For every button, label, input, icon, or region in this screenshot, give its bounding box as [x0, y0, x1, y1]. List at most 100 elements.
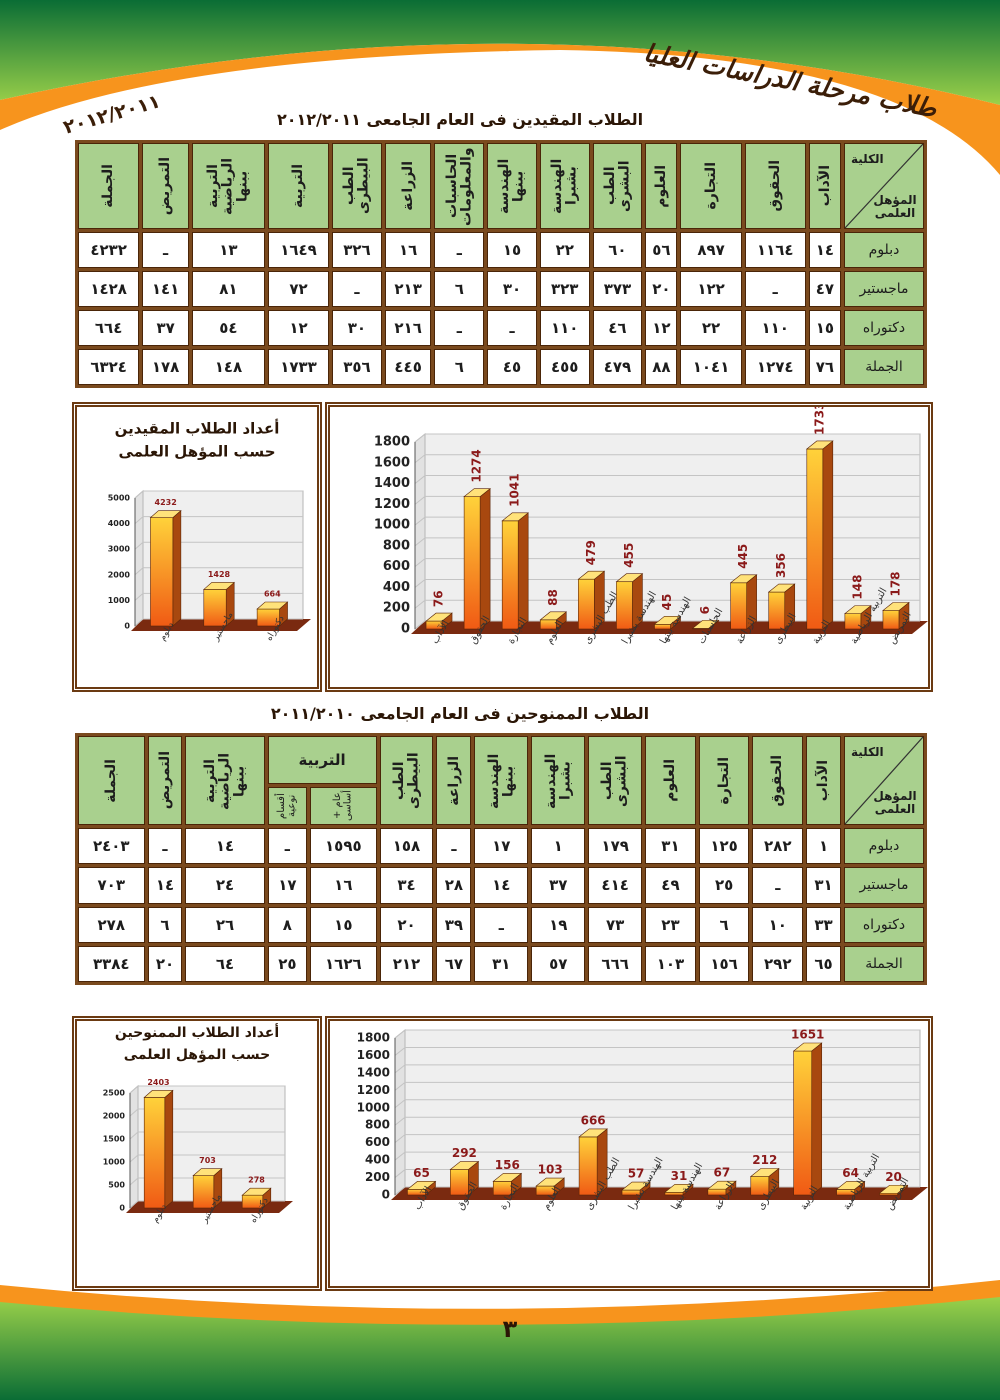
y-tick-label: 1000 [103, 1158, 126, 1167]
side-wall [129, 1084, 139, 1210]
grid-line [129, 1108, 285, 1117]
y-tick-label: 200 [383, 601, 410, 616]
table-row: ماجستير ٤٧ ـ ١٢٢ ٢٠ ٣٧٣ ٣٢٣ ٣٠ ٦ ٢١٣ ـ ٧٢ ٨١ ١٤١ ١٤٢٨ [78, 271, 924, 307]
table-cell: ٣١ [645, 828, 696, 865]
y-tick-label: 1400 [357, 1065, 390, 1079]
bottom-band [0, 1297, 1000, 1400]
table-cell: ٣٢٦ [332, 232, 382, 268]
grid-line [134, 541, 303, 550]
table-cell: ١٣ [191, 232, 265, 268]
bar-top [256, 601, 289, 610]
table-cell: ٤٢٣٢ [78, 232, 140, 268]
table-cell: ـ [434, 310, 485, 346]
sub-header: أقسام نوعية [267, 787, 308, 825]
back-wall [424, 433, 921, 622]
bar-top [729, 574, 758, 584]
corner-bottom-label: المؤهل العلمى [873, 788, 917, 816]
grid-line [394, 1116, 920, 1126]
table-cell: ـ [332, 271, 382, 307]
table-cell: ١٢٧٤ [744, 349, 806, 385]
column-header-text: الجملة [100, 164, 117, 208]
column-header: الحقوق [744, 143, 806, 229]
table-cell: ٦٣٢٤ [78, 349, 140, 385]
table-cell: ٦ [434, 349, 485, 385]
column-header: التربية [267, 143, 330, 229]
row-label: دبلوم [844, 232, 924, 268]
table-cell: ٧٦ [808, 349, 841, 385]
table-cell: ٤٤٥ [384, 349, 432, 385]
table-cell: ٦ [147, 906, 183, 943]
y-tick-label: 5000 [108, 494, 131, 503]
y-tick-label: 4000 [108, 519, 131, 528]
table-cell: ـ [267, 828, 308, 865]
table-cell: ٦٦٤ [78, 310, 140, 346]
chart-box: 0 200 400 600 800 1000 1200 1400 1600 1800 76 الآدا… [325, 402, 933, 692]
value-label: 455 [622, 543, 636, 568]
y-tick-label: 2500 [103, 1089, 126, 1098]
table-cell: ٦٧ [436, 945, 472, 982]
table-cell: ٦٥ [806, 945, 841, 982]
table-cell: ٢٩٢ [752, 945, 804, 982]
column-header: الحقوق [752, 736, 804, 825]
group-header: التربية [267, 736, 377, 784]
value-label: 148 [850, 575, 864, 600]
column-header: الزراعة [384, 143, 432, 229]
bar-top [835, 1181, 866, 1190]
column-header-text: الطب البيطرى [390, 752, 422, 809]
row-label: الجملة [844, 945, 924, 982]
table-cell: ـ [474, 906, 529, 943]
bar-side [517, 512, 529, 630]
column-header-text: التمريض [157, 156, 174, 216]
table-cell: ٣٣٨٤ [78, 945, 145, 982]
value-label: 65 [413, 1166, 430, 1180]
table-cell: ٨١ [191, 271, 265, 307]
value-label: 278 [248, 1176, 265, 1185]
table-cell: ٢٢ [539, 232, 590, 268]
table-cell: ١٧٨ [142, 349, 189, 385]
table-cell: ـ [744, 271, 806, 307]
bar-side [811, 1042, 823, 1196]
value-label: 45 [660, 594, 674, 611]
table-cell: ١٦ [310, 867, 377, 904]
table-cell: ١٢ [267, 310, 330, 346]
table-cell: ـ [752, 867, 804, 904]
table-cell: ١٩ [531, 906, 586, 943]
y-tick-label: 1200 [357, 1083, 390, 1097]
chart: 02004006008001000120014001600180076الآدا… [374, 402, 928, 646]
grid-line [129, 1085, 285, 1094]
bar [793, 1050, 813, 1196]
bar-top [749, 1168, 780, 1177]
table-cell: ١١٦٤ [744, 232, 806, 268]
grid-line [129, 1131, 285, 1140]
table-cell: ٢٣ [645, 906, 696, 943]
column-header-text: التجارة [715, 756, 732, 805]
column-header-text: الزراعة [445, 755, 462, 806]
table-cell: ٣٠ [332, 310, 382, 346]
y-tick-label: 0 [119, 1204, 125, 1213]
table-cell: ١٥ [808, 310, 841, 346]
column-header-text: الطب البيطرى [341, 157, 372, 215]
grid-line [414, 433, 920, 443]
grid-line [134, 567, 303, 576]
y-tick-label: 400 [383, 580, 410, 595]
table-row: دبلوم ١٤ ١١٦٤ ٨٩٧ ٥٦ ٦٠ ٢٢ ١٥ ـ ١٦ ٣٢٦ ١٦٤٩ ١٣ ـ ٤٢٣٢ [78, 232, 924, 268]
table-cell: ٣٧ [531, 867, 586, 904]
y-tick-label: 1800 [374, 435, 410, 450]
grid-line [394, 1081, 920, 1091]
table-cell: ٢٥ [698, 867, 750, 904]
diagonal-line [845, 737, 923, 824]
column-header: الجملة [78, 143, 140, 229]
bar-top [241, 1187, 272, 1196]
table-cell: ٢٤٠٣ [78, 828, 145, 865]
column-header-text: التربية الرياضية ببنها [202, 752, 248, 810]
table-cell: ـ [487, 310, 537, 346]
bar [806, 448, 824, 630]
bar-top [577, 570, 606, 580]
section-title: الطلاب الممنوحين فى العام الجامعى ٢٠١١/٢… [270, 704, 650, 723]
row-label: الجملة [844, 349, 924, 385]
value-label: 703 [199, 1156, 216, 1165]
table-row: ماجستير ٣١ ـ ٢٥ ٤٩ ٤١٤ ٣٧ ١٤ ٢٨ ٣٤ ١٦ ١٧ ٢٤ ١٤ ٧٠٣ [78, 867, 924, 904]
y-tick-label: 200 [365, 1170, 390, 1184]
table-cell: ٧٢ [267, 271, 330, 307]
bar-top [149, 510, 182, 518]
